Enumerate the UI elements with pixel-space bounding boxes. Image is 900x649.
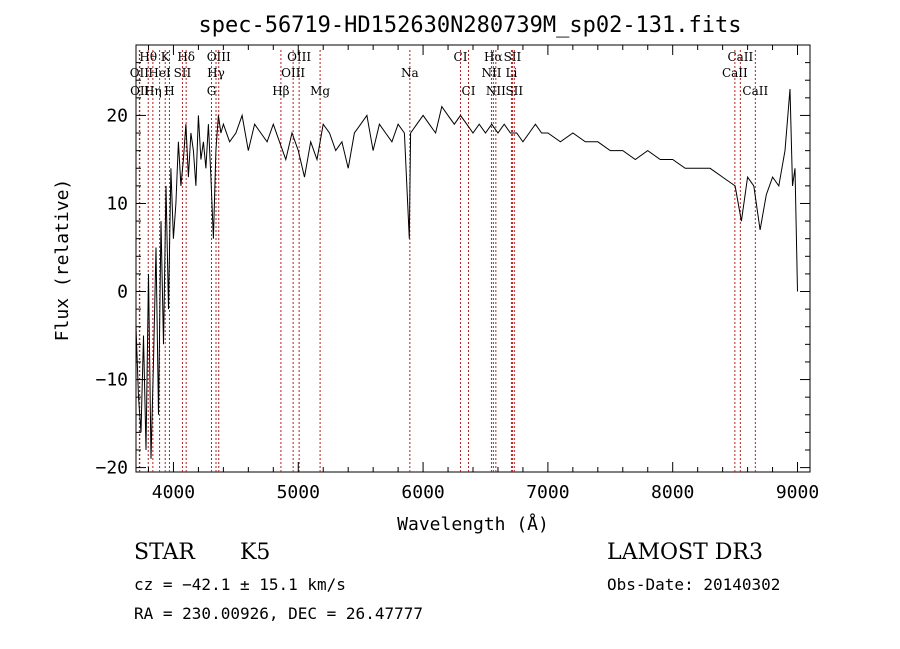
line-marker-label: NII <box>481 66 501 80</box>
line-marker-label: Hγ <box>207 66 225 80</box>
line-marker-label: SII <box>174 66 192 80</box>
line-marker-label: OII <box>130 84 150 98</box>
coordinates-info: RA = 230.00926, DEC = 26.47777 <box>134 604 423 623</box>
line-marker-label: OIII <box>207 50 231 64</box>
line-marker-label: Hθ <box>139 50 157 64</box>
axis-ticks <box>136 44 810 472</box>
x-tick-label: 5000 <box>277 482 320 503</box>
line-marker-label: H <box>164 84 174 98</box>
line-markers <box>138 50 756 472</box>
spectrum-line <box>135 88 798 459</box>
observation-date: Obs-Date: 20140302 <box>607 575 780 594</box>
line-marker-label: HeI <box>148 66 171 80</box>
line-marker-label: Mg <box>310 84 330 98</box>
line-marker-label: OIII <box>287 50 311 64</box>
object-subclass: K5 <box>240 540 270 565</box>
redshift-info: cz = −42.1 ± 15.1 km/s <box>134 575 346 594</box>
y-tick-label: 0 <box>117 282 128 303</box>
line-marker-label: OII <box>130 66 150 80</box>
x-tick-label: 7000 <box>526 482 569 503</box>
y-tick-label: 20 <box>106 105 128 126</box>
object-class: STAR <box>134 540 196 565</box>
line-marker-label: Hβ <box>272 84 289 98</box>
line-marker-label: K <box>161 50 171 64</box>
line-marker-label: SII <box>504 50 522 64</box>
line-marker-label: Li <box>506 66 518 80</box>
x-tick-label: 4000 <box>152 482 195 503</box>
line-marker-label: CaII <box>727 50 753 64</box>
line-marker-label: CI <box>462 84 476 98</box>
y-axis-label: Flux (relative) <box>52 179 73 342</box>
line-marker-label: NII <box>486 84 506 98</box>
line-marker-label: CaII <box>742 84 768 98</box>
chart-title: spec-56719-HD152630N280739M_sp02-131.fit… <box>198 13 741 38</box>
x-axis-label: Wavelength (Å) <box>397 513 549 535</box>
survey-name: LAMOST DR3 <box>607 540 763 565</box>
y-tick-label: −20 <box>95 458 128 479</box>
y-tick-label: −10 <box>95 370 128 391</box>
line-marker-label: CI <box>454 50 468 64</box>
line-marker-label: Na <box>401 66 419 80</box>
line-marker-label: CaII <box>722 66 748 80</box>
line-marker-label: Hα <box>484 50 503 64</box>
line-marker-label: OIII <box>281 66 305 80</box>
line-marker-label: Hδ <box>177 50 195 64</box>
y-tick-label: 10 <box>106 193 128 214</box>
x-tick-label: 6000 <box>401 482 444 503</box>
plot-frame <box>135 44 811 473</box>
line-marker-label: SII <box>505 84 523 98</box>
x-tick-label: 9000 <box>776 482 819 503</box>
axis-tick-labels: 4000 5000 6000 7000 8000 9000 −20 −10 0 10 20 <box>95 105 819 503</box>
x-tick-label: 8000 <box>651 482 694 503</box>
line-marker-label: G <box>207 84 217 98</box>
line-marker-label: Hη <box>144 84 162 98</box>
